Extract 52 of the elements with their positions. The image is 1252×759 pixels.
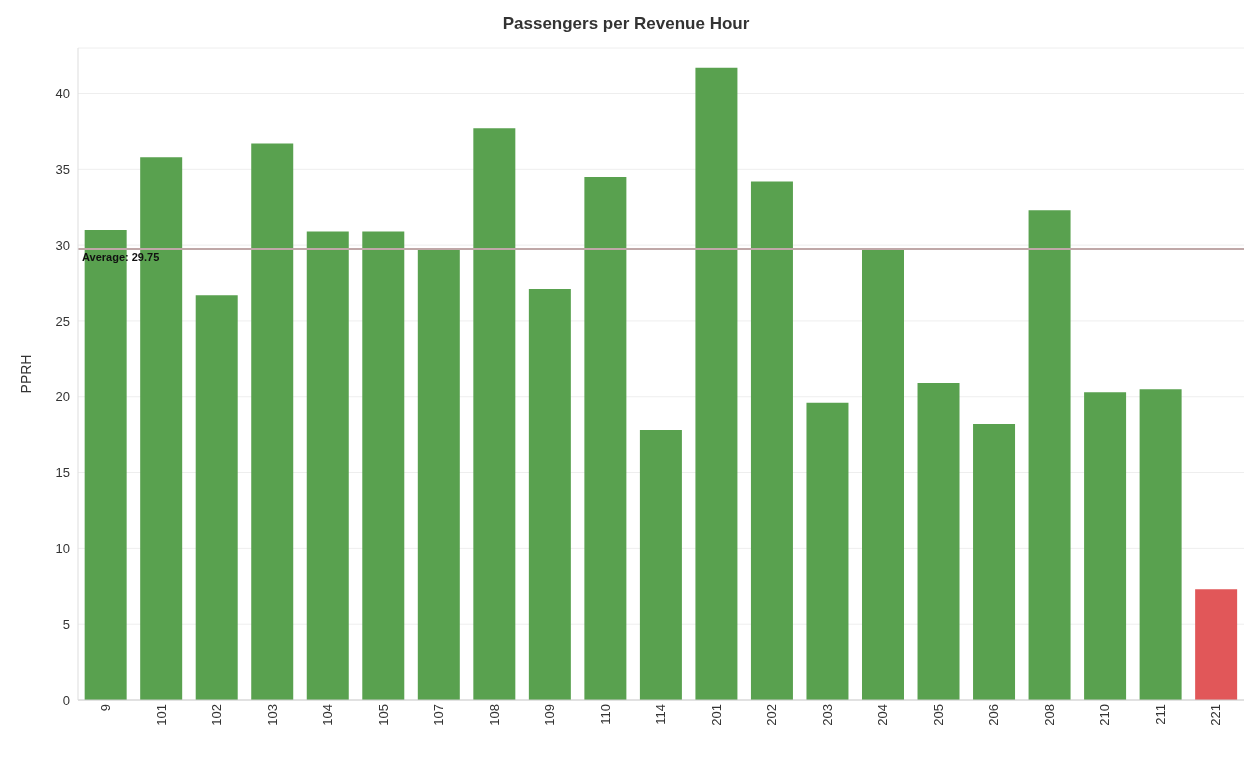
y-tick-label: 15 [55,465,70,481]
x-tick-label: 102 [209,704,225,726]
bar [1139,389,1182,700]
x-tick-label: 210 [1097,704,1113,726]
x-tick-label: 203 [819,704,835,726]
x-tick-label: 211 [1152,704,1168,725]
x-tick-label: 103 [264,704,280,726]
chart-title: Passengers per Revenue Hour [501,13,751,35]
x-tick-label: 206 [986,704,1002,726]
x-tick-label: 101 [153,704,169,726]
y-axis-title: PPRH [17,354,34,394]
bar [750,181,793,700]
bar [806,402,849,700]
x-tick-label: 110 [597,704,613,725]
y-tick-label: 30 [55,237,70,253]
bar [973,424,1016,700]
x-tick-label: 204 [875,704,891,726]
x-tick-label: 202 [764,704,780,726]
y-tick-label: 35 [55,161,70,177]
bar [639,430,682,700]
x-tick-label: 221 [1208,704,1224,726]
bar [862,249,904,700]
bar [695,67,738,700]
bar [195,295,238,700]
bar [584,176,627,700]
x-tick-label: 109 [542,704,558,726]
bar [306,231,349,700]
x-tick-label: 205 [930,704,946,726]
y-tick-label: 0 [62,692,70,708]
x-tick-label: 201 [708,704,724,726]
bar [417,249,460,700]
bar [473,128,516,700]
bar [917,383,960,700]
y-tick-label: 40 [55,86,70,102]
x-tick-label: 104 [320,704,336,726]
bar [362,231,405,700]
y-tick-label: 20 [55,389,70,405]
y-tick-label: 10 [55,540,70,556]
x-tick-label: 9 [97,704,113,712]
bar [1195,589,1238,700]
x-tick-label: 107 [431,704,447,726]
bar [1028,210,1071,700]
y-tick-label: 25 [55,313,70,329]
y-tick-label: 5 [62,616,70,632]
bar [251,143,294,700]
bar [84,229,127,700]
x-tick-label: 108 [486,704,502,726]
x-tick-label: 114 [653,704,669,725]
bar [1084,392,1127,700]
x-tick-label: 105 [375,704,391,726]
x-tick-label: 208 [1041,704,1057,726]
bar [528,289,571,700]
